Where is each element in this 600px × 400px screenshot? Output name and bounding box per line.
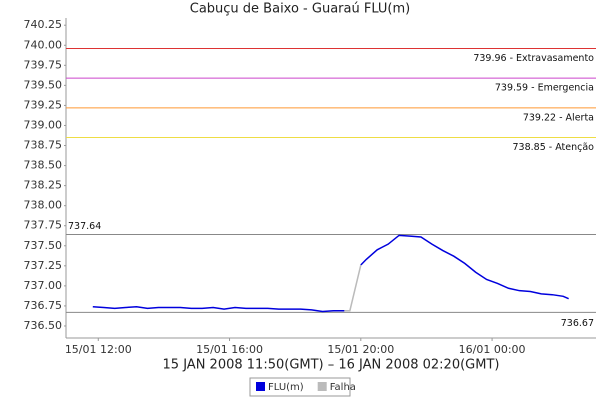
legend-label: Falha xyxy=(330,382,356,393)
x-tick-label: 15/01 16:00 xyxy=(196,343,263,356)
min-label: 736.67 xyxy=(561,318,594,329)
legend-label: FLU(m) xyxy=(268,382,304,393)
legend-swatch xyxy=(317,382,327,391)
max-label: 737.64 xyxy=(68,221,101,232)
y-tick-label: 739.25 xyxy=(24,98,63,111)
y-tick-label: 738.75 xyxy=(24,139,63,152)
y-tick-label: 736.50 xyxy=(24,319,63,332)
y-tick-label: 736.75 xyxy=(24,299,63,312)
x-tick-label: 15/01 20:00 xyxy=(327,343,394,356)
y-tick-label: 740.25 xyxy=(24,18,63,31)
x-tick-label: 15/01 12:00 xyxy=(65,343,132,356)
threshold-label: 738.85 - Atenção xyxy=(513,142,595,153)
y-tick-label: 738.25 xyxy=(24,179,63,192)
series-line xyxy=(344,264,362,312)
threshold-label: 739.96 - Extravasamento xyxy=(473,53,594,64)
y-tick-label: 738.00 xyxy=(24,199,63,212)
y-tick-label: 739.75 xyxy=(24,58,63,71)
y-tick-label: 738.50 xyxy=(24,159,63,172)
y-tick-label: 737.50 xyxy=(24,239,63,252)
y-tick-label: 740.00 xyxy=(24,38,63,51)
y-tick-label: 737.75 xyxy=(24,219,63,232)
series-line xyxy=(92,234,569,313)
threshold-label: 739.59 - Emergencia xyxy=(495,83,594,94)
x-tick-label: 16/01 00:00 xyxy=(459,343,526,356)
y-tick-label: 739.00 xyxy=(24,118,63,131)
x-axis-label: 15 JAN 2008 11:50(GMT) – 16 JAN 2008 02:… xyxy=(163,358,500,373)
threshold-label: 739.22 - Alerta xyxy=(523,112,594,123)
y-tick-label: 739.50 xyxy=(24,78,63,91)
y-tick-label: 737.00 xyxy=(24,279,63,292)
y-tick-label: 737.25 xyxy=(24,259,63,272)
legend-swatch xyxy=(256,382,265,391)
chart-title: Cabuçu de Baixo - Guaraú FLU(m) xyxy=(190,2,411,17)
